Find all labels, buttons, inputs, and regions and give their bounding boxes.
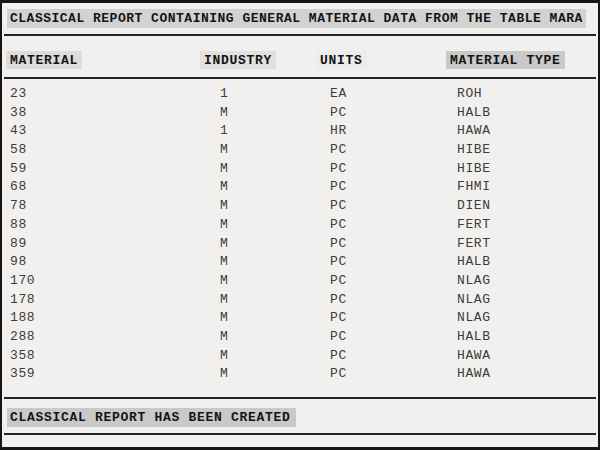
table-cell: PC xyxy=(320,309,450,328)
table-cell: HAWA xyxy=(450,122,598,141)
table-cell: M xyxy=(204,309,320,328)
table-cell: 59 xyxy=(10,160,204,179)
table-cell: PC xyxy=(320,272,450,291)
table-cell: HAWA xyxy=(450,347,598,366)
table-row: 78MPCDIEN xyxy=(2,197,598,216)
table-row: 170MPCNLAG xyxy=(2,272,598,291)
table-cell: HAWA xyxy=(450,365,598,384)
footer-divider-bottom xyxy=(4,433,596,435)
table-cell: NLAG xyxy=(450,291,598,310)
table-body: 231EAROH38MPCHALB431HRHAWA58MPCHIBE59MPC… xyxy=(2,85,598,384)
column-header-units: UNITS xyxy=(316,51,367,69)
table-cell: 88 xyxy=(10,216,204,235)
table-cell: M xyxy=(204,235,320,254)
table-row: 59MPCHIBE xyxy=(2,160,598,179)
table-row: 358MPCHAWA xyxy=(2,347,598,366)
table-cell: PC xyxy=(320,235,450,254)
report-window: CLASSICAL REPORT CONTAINING GENERAL MATE… xyxy=(0,0,600,450)
table-cell: ROH xyxy=(450,85,598,104)
table-cell: PC xyxy=(320,253,450,272)
table-cell: NLAG xyxy=(450,309,598,328)
table-row: 58MPCHIBE xyxy=(2,141,598,160)
table-cell: 43 xyxy=(10,122,204,141)
table-row: 359MPCHAWA xyxy=(2,365,598,384)
table-cell: M xyxy=(204,104,320,123)
header-col-units: UNITS xyxy=(320,51,450,69)
table-cell: 58 xyxy=(10,141,204,160)
table-row: 68MPCFHMI xyxy=(2,178,598,197)
table-row: 288MPCHALB xyxy=(2,328,598,347)
table-cell: HALB xyxy=(450,104,598,123)
column-header-industry: INDUSTRY xyxy=(200,51,276,69)
table-cell: PC xyxy=(320,291,450,310)
column-header-material: MATERIAL xyxy=(6,51,82,69)
table-cell: PC xyxy=(320,160,450,179)
header-col-industry: INDUSTRY xyxy=(204,51,320,69)
title-divider xyxy=(4,34,596,36)
table-cell: PC xyxy=(320,197,450,216)
table-cell: 78 xyxy=(10,197,204,216)
table-cell: 1 xyxy=(204,85,320,104)
table-cell: HALB xyxy=(450,253,598,272)
table-cell: PC xyxy=(320,216,450,235)
table-cell: PC xyxy=(320,365,450,384)
header-col-material: MATERIAL xyxy=(10,51,204,69)
table-row: 89MPCFERT xyxy=(2,235,598,254)
table-cell: 359 xyxy=(10,365,204,384)
table-cell: M xyxy=(204,197,320,216)
table-cell: HIBE xyxy=(450,141,598,160)
table-cell: HIBE xyxy=(450,160,598,179)
table-cell: 98 xyxy=(10,253,204,272)
table-cell: 68 xyxy=(10,178,204,197)
table-row: 231EAROH xyxy=(2,85,598,104)
table-cell: PC xyxy=(320,347,450,366)
table-cell: HR xyxy=(320,122,450,141)
table-row: 431HRHAWA xyxy=(2,122,598,141)
table-cell: 89 xyxy=(10,235,204,254)
table-cell: M xyxy=(204,178,320,197)
title-bar: CLASSICAL REPORT CONTAINING GENERAL MATE… xyxy=(7,9,593,28)
table-row: 38MPCHALB xyxy=(2,104,598,123)
table-cell: PC xyxy=(320,178,450,197)
table-cell: M xyxy=(204,272,320,291)
table-cell: PC xyxy=(320,328,450,347)
table-cell: PC xyxy=(320,141,450,160)
table-cell: PC xyxy=(320,104,450,123)
column-header-material-type: MATERIAL TYPE xyxy=(446,51,565,69)
table-cell: M xyxy=(204,141,320,160)
table-cell: 288 xyxy=(10,328,204,347)
table-cell: 358 xyxy=(10,347,204,366)
report-title: CLASSICAL REPORT CONTAINING GENERAL MATE… xyxy=(7,9,586,28)
footer-divider-top xyxy=(4,397,596,399)
table-row: 188MPCNLAG xyxy=(2,309,598,328)
table-cell: 170 xyxy=(10,272,204,291)
table-cell: M xyxy=(204,328,320,347)
table-cell: 188 xyxy=(10,309,204,328)
table-cell: 23 xyxy=(10,85,204,104)
header-divider xyxy=(4,77,596,79)
table-cell: FERT xyxy=(450,216,598,235)
table-cell: 38 xyxy=(10,104,204,123)
status-message: CLASSICAL REPORT HAS BEEN CREATED xyxy=(7,408,296,427)
table-cell: M xyxy=(204,216,320,235)
table-cell: 178 xyxy=(10,291,204,310)
table-cell: FHMI xyxy=(450,178,598,197)
table-row: 98MPCHALB xyxy=(2,253,598,272)
table-row: 88MPCFERT xyxy=(2,216,598,235)
table-cell: M xyxy=(204,160,320,179)
table-cell: EA xyxy=(320,85,450,104)
table-cell: M xyxy=(204,365,320,384)
table-cell: HALB xyxy=(450,328,598,347)
table-row: 178MPCNLAG xyxy=(2,291,598,310)
footer-bar: CLASSICAL REPORT HAS BEEN CREATED xyxy=(7,408,593,427)
table-cell: M xyxy=(204,291,320,310)
header-col-material-type: MATERIAL TYPE xyxy=(450,51,598,69)
table-cell: M xyxy=(204,347,320,366)
table-cell: NLAG xyxy=(450,272,598,291)
table-cell: M xyxy=(204,253,320,272)
table-header-row: MATERIAL INDUSTRY UNITS MATERIAL TYPE xyxy=(2,51,598,69)
table-cell: 1 xyxy=(204,122,320,141)
table-cell: FERT xyxy=(450,235,598,254)
table-cell: DIEN xyxy=(450,197,598,216)
